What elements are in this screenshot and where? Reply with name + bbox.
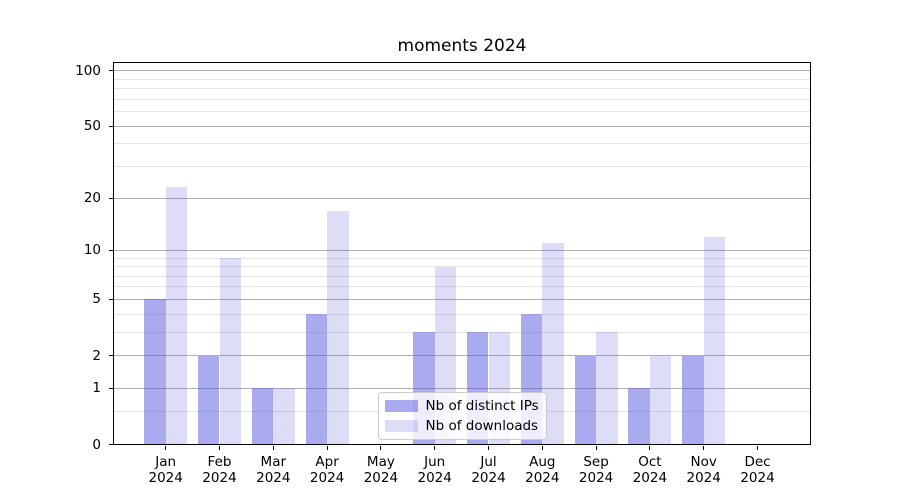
legend: Nb of distinct IPs Nb of downloads xyxy=(377,391,547,440)
gridline-minor xyxy=(113,143,811,145)
gridline-minor xyxy=(113,275,811,277)
gridline-minor xyxy=(113,165,811,167)
x-tick-label: Dec 2024 xyxy=(740,453,775,486)
x-tick-label: Jun 2024 xyxy=(417,453,452,486)
bar-distinct-ips xyxy=(144,299,166,445)
x-tick-mark xyxy=(434,445,436,450)
y-tick-mark xyxy=(109,125,113,127)
y-tick-mark xyxy=(109,249,113,251)
x-tick-mark xyxy=(757,445,758,450)
bar-downloads xyxy=(219,258,242,445)
legend-item-distinct-ips: Nb of distinct IPs xyxy=(384,397,539,414)
bar-downloads xyxy=(649,355,672,445)
bar-downloads xyxy=(542,243,564,445)
bar-distinct-ips xyxy=(197,355,220,445)
x-tick-label: Nov 2024 xyxy=(686,453,721,486)
gridline-minor xyxy=(113,111,811,113)
x-tick-label: Jul 2024 xyxy=(471,453,506,486)
legend-swatch-distinct-ips xyxy=(384,399,418,412)
x-tick-mark xyxy=(703,445,705,450)
gridline-minor xyxy=(113,78,811,80)
gridline-major xyxy=(113,249,811,251)
x-tick-mark xyxy=(380,445,382,450)
x-tick-label: Jan 2024 xyxy=(148,453,183,486)
gridline-major xyxy=(113,387,811,389)
x-tick-label: Oct 2024 xyxy=(632,453,668,486)
bar-distinct-ips xyxy=(628,388,650,445)
bar-downloads xyxy=(273,388,295,445)
x-tick-label: Aug 2024 xyxy=(525,453,560,486)
bar-distinct-ips xyxy=(305,314,328,445)
legend-label-downloads: Nb of downloads xyxy=(425,417,539,434)
x-tick-label: May 2024 xyxy=(363,453,399,486)
gridline-major xyxy=(113,355,811,357)
bar-downloads xyxy=(327,210,349,445)
x-tick-label: Apr 2024 xyxy=(309,453,345,486)
chart-title: moments 2024 xyxy=(397,36,527,56)
y-tick-label: 0 xyxy=(92,436,101,453)
x-tick-label: Sep 2024 xyxy=(578,453,614,486)
gridline-minor xyxy=(113,313,811,315)
gridline-minor xyxy=(113,286,811,288)
y-tick-mark xyxy=(109,444,113,445)
legend-swatch-downloads xyxy=(384,419,418,432)
gridline-major xyxy=(113,125,811,127)
legend-label-distinct-ips: Nb of distinct IPs xyxy=(425,397,539,414)
x-tick-mark xyxy=(649,445,651,450)
y-tick-label: 10 xyxy=(83,242,101,259)
x-tick-mark xyxy=(165,445,167,450)
bar-downloads xyxy=(703,236,726,445)
y-tick-label: 50 xyxy=(83,118,101,135)
x-tick-mark xyxy=(272,445,274,450)
gridline-minor xyxy=(113,98,811,100)
legend-item-downloads: Nb of downloads xyxy=(384,417,539,434)
gridline-minor xyxy=(113,331,811,333)
x-tick-mark xyxy=(326,445,328,450)
x-tick-mark xyxy=(595,445,597,450)
gridline-major xyxy=(113,70,811,72)
y-tick-label: 1 xyxy=(92,380,101,397)
y-tick-mark xyxy=(109,70,113,72)
y-tick-label: 5 xyxy=(92,291,101,308)
bar-distinct-ips xyxy=(251,388,274,445)
gridline-major xyxy=(113,298,811,300)
y-tick-mark xyxy=(109,197,113,199)
x-tick-mark xyxy=(219,445,220,450)
x-tick-label: Feb 2024 xyxy=(202,453,237,486)
x-tick-label: Mar 2024 xyxy=(256,453,291,486)
bar-downloads xyxy=(596,332,618,445)
bar-downloads xyxy=(165,187,188,445)
gridline-minor xyxy=(113,266,811,268)
x-tick-mark xyxy=(488,445,489,450)
y-tick-label: 2 xyxy=(92,347,101,364)
gridline-major xyxy=(113,197,811,199)
bar-distinct-ips xyxy=(574,355,597,445)
x-tick-mark xyxy=(541,445,543,450)
y-tick-label: 100 xyxy=(75,62,101,79)
y-tick-label: 20 xyxy=(83,190,101,207)
gridline-minor xyxy=(113,257,811,259)
bar-distinct-ips xyxy=(682,355,704,445)
y-tick-mark xyxy=(109,387,113,389)
y-tick-mark xyxy=(109,355,113,357)
y-tick-mark xyxy=(109,298,113,300)
gridline-minor xyxy=(113,88,811,90)
plot-area: Nb of distinct IPs Nb of downloads xyxy=(112,62,811,445)
